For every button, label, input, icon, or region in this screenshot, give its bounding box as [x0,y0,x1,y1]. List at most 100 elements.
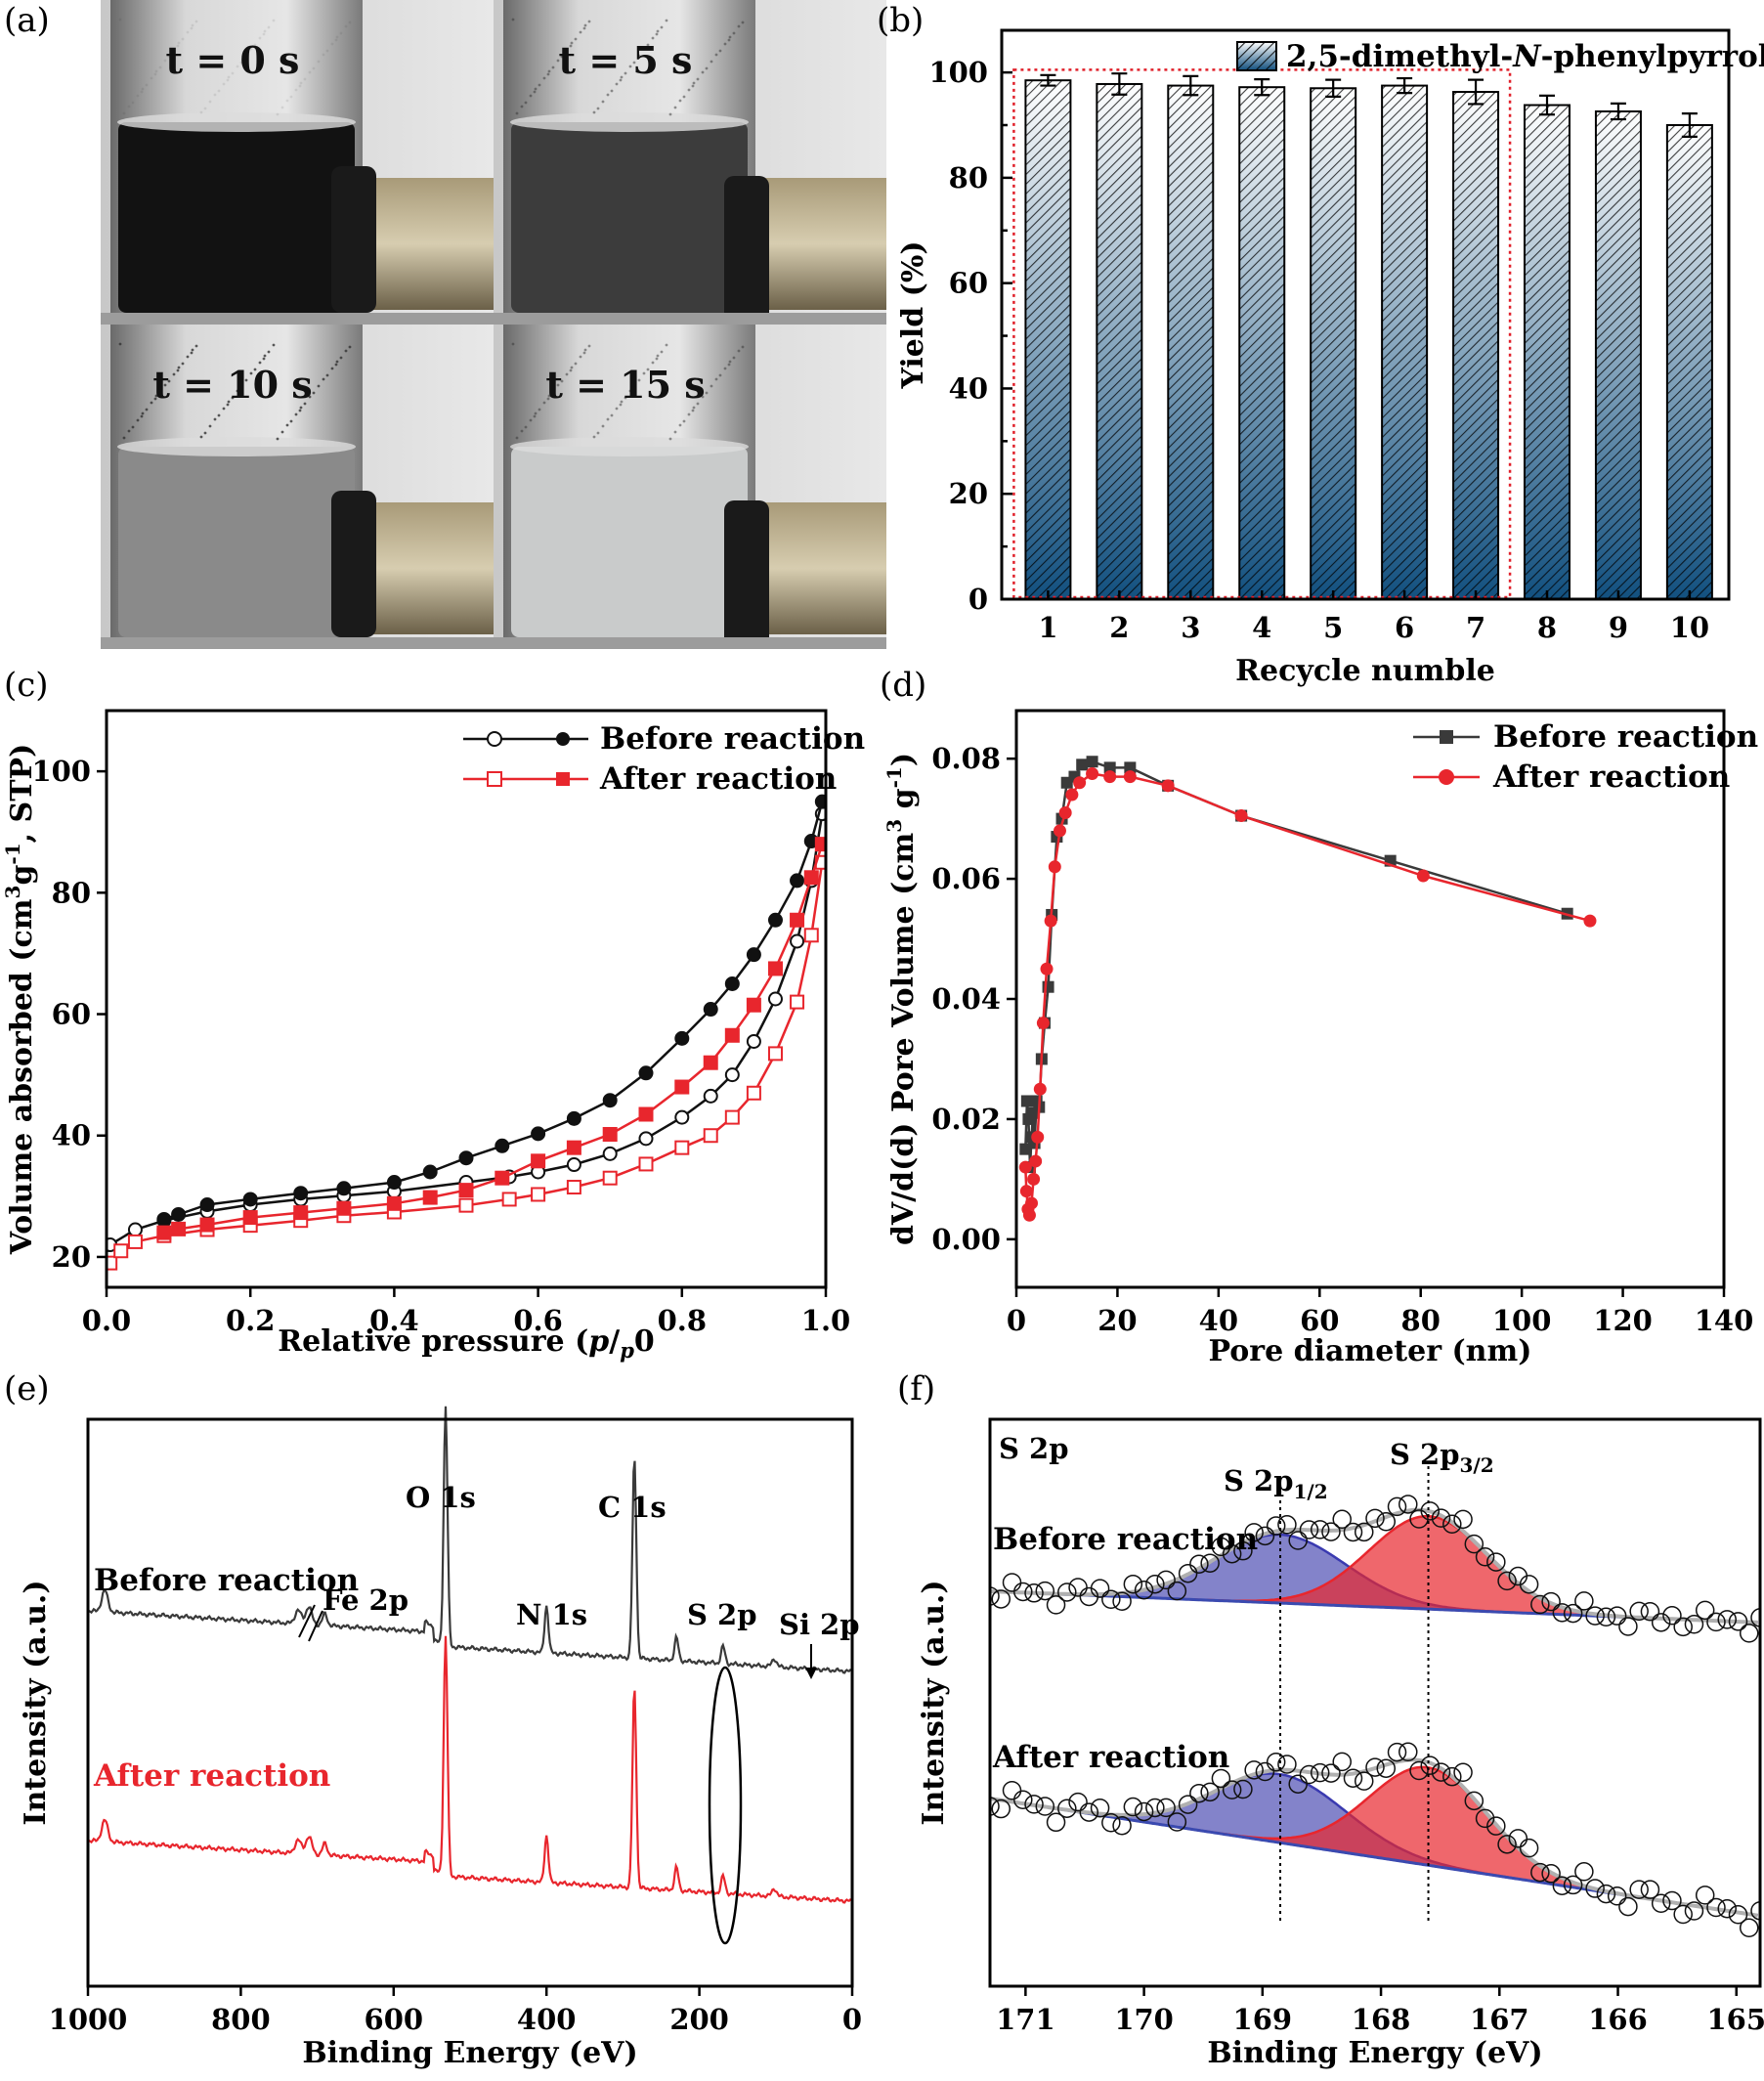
particle [546,72,550,76]
y-tick-label-c-100: 100 [31,755,91,788]
particle [203,431,207,435]
panel-e: (e) 1000 800 600 400 200 0 Binding Energy (eV… [4,1369,862,2070]
data-point-f-1 [1420,1756,1441,1775]
particle [122,111,126,115]
data-point-f-1 [990,1797,1000,1816]
data-point-f-1 [1728,1905,1748,1925]
data-point-f-0 [990,1586,1000,1606]
particle [582,26,586,30]
point-desorption-before [566,1110,581,1126]
data-point-f-1 [1233,1779,1253,1799]
point-adsorption-after [127,1234,143,1249]
point-after-d [1033,1082,1047,1096]
particle [186,355,190,359]
data-point-f-0 [1343,1522,1363,1542]
particle [583,348,587,352]
particle [335,35,339,39]
particle [727,38,731,42]
particle [574,362,578,366]
particle [140,90,144,94]
panel-d: (d) 0 20 40 60 80 100 120 140 0.00 0.02 0.04 0.06 0.… [880,666,1758,1368]
particle [330,367,334,370]
y-tick-label-b-0: 0 [968,583,988,616]
data-point-f-0 [1321,1522,1341,1541]
vial-liquid [118,447,355,637]
magnet-body [357,178,494,310]
data-point-f-0 [1563,1603,1583,1624]
point-desorption-before [814,794,826,809]
particle [334,38,338,42]
data-point-f-1 [1178,1795,1198,1814]
data-point-f-0 [1519,1575,1539,1594]
particle [208,100,212,104]
particle [741,21,745,24]
data-point-f-1 [1684,1901,1704,1921]
point-desorption-after [746,997,761,1013]
particle [167,55,171,59]
point-after-d [1044,914,1057,928]
data-point-f-1 [1310,1762,1330,1783]
legend-b: 2,5-dimethyl-N-phenylpyrrole [1236,39,1764,74]
particle [596,431,600,435]
point-desorption-before [458,1150,474,1166]
point-adsorption-before [674,1109,690,1125]
particle [203,107,207,110]
isotherm-desorption-1 [163,844,824,1235]
plot-frame-e [86,1417,854,1988]
data-point-f-1 [1222,1780,1242,1799]
point-after-d [1123,770,1137,784]
particle [579,30,582,34]
data-point-f-1 [1453,1762,1473,1782]
particle [565,48,569,52]
particle [122,436,126,440]
point-desorption-after [814,837,826,852]
bar-hatch-2 [1097,83,1142,599]
point-after-d [1065,788,1079,802]
data-point-f-0 [1607,1606,1627,1626]
point-desorption-before [724,975,740,991]
particle [213,417,217,421]
particle [335,360,339,364]
particle [560,379,564,383]
data-point-f-1 [1475,1808,1495,1829]
x-tick-label-b-5: 5 [1323,611,1343,644]
particle [299,406,303,410]
particle [551,390,555,394]
particle [177,366,181,369]
y-label-c-part-1: Volume absorbed (cm [5,898,39,1255]
point-desorption-after [171,1221,187,1236]
particle [190,26,194,30]
data-point-f-0 [1222,1543,1242,1564]
particle [244,54,248,58]
data-point-f-0 [1387,1496,1407,1517]
photo-frame-2: t = 10 s [101,325,494,649]
particle [217,89,221,93]
x-tick-label-f-167: 167 [1470,2003,1529,2036]
point-desorption-after [458,1183,474,1198]
data-point-f-0 [1332,1509,1352,1530]
point-desorption-after [703,1055,718,1070]
particle [728,360,732,364]
panel-c: (c) 0.0 0.2 0.4 0.6 0.8 1.0 20 40 60 80 100 Relati… [1,666,865,1363]
data-point-f-1 [1090,1798,1110,1818]
particle [656,29,660,33]
point-adsorption-before [767,991,783,1007]
point-desorption-after [602,1126,618,1142]
particle [696,77,700,81]
particle [579,355,582,359]
particle [701,395,705,399]
particle [186,30,190,34]
data-point-f-1 [1354,1771,1374,1791]
point-after-d [1058,805,1072,819]
y-label-c-part-2: 3 [1,886,24,899]
point-adsorption-after [107,1255,118,1271]
x-tick-label-d-140: 140 [1695,1304,1754,1337]
particle [158,65,162,69]
point-adsorption-after [703,1128,718,1144]
particle [732,356,736,360]
data-point-f-0 [1200,1553,1220,1573]
particle [308,395,312,399]
spectrum-label-before-e: Before reaction [94,1563,359,1598]
legend-marker-filled-before-c [556,732,570,746]
particle [682,95,686,99]
